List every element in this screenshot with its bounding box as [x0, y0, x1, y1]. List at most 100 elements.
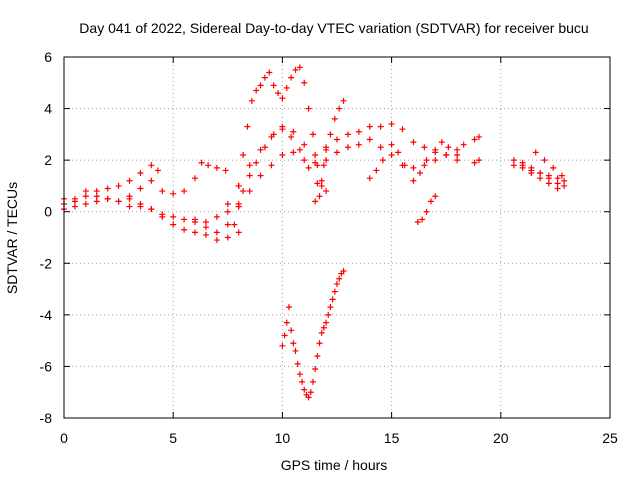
data-point	[126, 195, 133, 202]
series-7	[235, 64, 330, 195]
data-point	[198, 159, 205, 166]
series-14	[471, 157, 482, 166]
data-point	[475, 157, 482, 164]
y-tick-label: -8	[40, 410, 53, 426]
series-18	[519, 164, 561, 192]
data-point	[318, 329, 325, 336]
data-point	[427, 198, 434, 205]
data-point	[270, 82, 277, 89]
data-point	[192, 216, 199, 223]
series-16	[510, 162, 568, 184]
data-point	[296, 64, 303, 71]
data-point	[334, 149, 340, 156]
data-point	[528, 170, 535, 177]
data-point	[281, 332, 288, 339]
x-tick-label: 10	[275, 430, 291, 446]
series-9	[312, 97, 347, 205]
series-17	[532, 149, 565, 179]
data-point	[202, 231, 209, 238]
data-point	[419, 216, 426, 223]
data-point	[270, 131, 277, 138]
data-point	[279, 123, 286, 130]
data-point	[240, 151, 247, 158]
data-point	[554, 175, 561, 182]
data-point	[159, 211, 166, 218]
data-point	[323, 144, 330, 151]
data-point	[316, 193, 323, 200]
data-point	[510, 162, 517, 169]
data-point	[305, 105, 312, 112]
data-point	[510, 157, 517, 164]
data-point	[377, 123, 384, 130]
data-point	[82, 188, 89, 195]
data-point	[82, 193, 89, 200]
y-axis-label: SDTVAR / TECUs	[4, 182, 20, 294]
data-point	[181, 216, 188, 223]
data-point	[355, 141, 362, 148]
data-point	[231, 221, 238, 228]
data-point	[318, 182, 325, 189]
data-point	[323, 188, 330, 195]
data-point	[471, 159, 478, 166]
data-point	[305, 164, 312, 171]
data-point	[93, 198, 100, 205]
data-point	[334, 280, 340, 287]
data-point	[320, 324, 327, 331]
data-point	[399, 126, 406, 133]
data-point	[366, 175, 373, 182]
data-point	[253, 159, 260, 166]
series-6	[224, 121, 461, 207]
data-point	[301, 157, 308, 164]
data-point	[344, 144, 351, 151]
data-point	[454, 146, 461, 153]
data-point	[257, 172, 264, 179]
data-point	[279, 342, 286, 349]
data-point	[325, 311, 332, 318]
data-point	[205, 162, 212, 169]
data-point	[192, 175, 199, 182]
data-point	[316, 340, 323, 347]
series-4	[126, 195, 242, 236]
data-point	[471, 136, 478, 143]
data-point	[454, 151, 461, 158]
data-point	[159, 188, 166, 195]
x-tick-label: 0	[60, 430, 68, 446]
data-point	[336, 275, 343, 282]
data-point	[170, 221, 177, 228]
data-point	[432, 146, 439, 153]
data-point	[344, 131, 351, 138]
data-point	[340, 268, 347, 275]
data-point	[460, 141, 467, 148]
data-point	[519, 164, 526, 171]
data-point	[438, 139, 445, 146]
data-point	[288, 327, 295, 334]
data-point	[323, 319, 330, 326]
data-point	[213, 229, 220, 236]
data-point	[104, 195, 111, 202]
y-tick-label: 0	[44, 204, 52, 220]
data-point	[537, 175, 544, 182]
y-tick-label: 2	[44, 152, 52, 168]
data-point	[410, 164, 417, 171]
data-point	[292, 347, 299, 354]
data-point	[248, 97, 255, 104]
data-point	[301, 79, 308, 86]
data-point	[373, 167, 380, 174]
data-point	[288, 74, 295, 81]
data-point	[296, 371, 303, 378]
data-point	[309, 131, 316, 138]
data-point	[170, 190, 177, 197]
x-tick-label: 20	[493, 430, 509, 446]
data-point	[541, 157, 548, 164]
data-point	[421, 162, 428, 169]
data-point	[395, 149, 402, 156]
series-8	[231, 123, 321, 228]
data-point	[432, 193, 439, 200]
data-point	[327, 304, 334, 311]
chart-title: Day 041 of 2022, Sidereal Day-to-day VTE…	[79, 20, 588, 36]
plot-frame	[63, 56, 611, 419]
data-point	[268, 162, 275, 169]
data-point	[288, 133, 295, 140]
data-point	[213, 164, 220, 171]
data-point	[410, 139, 417, 146]
